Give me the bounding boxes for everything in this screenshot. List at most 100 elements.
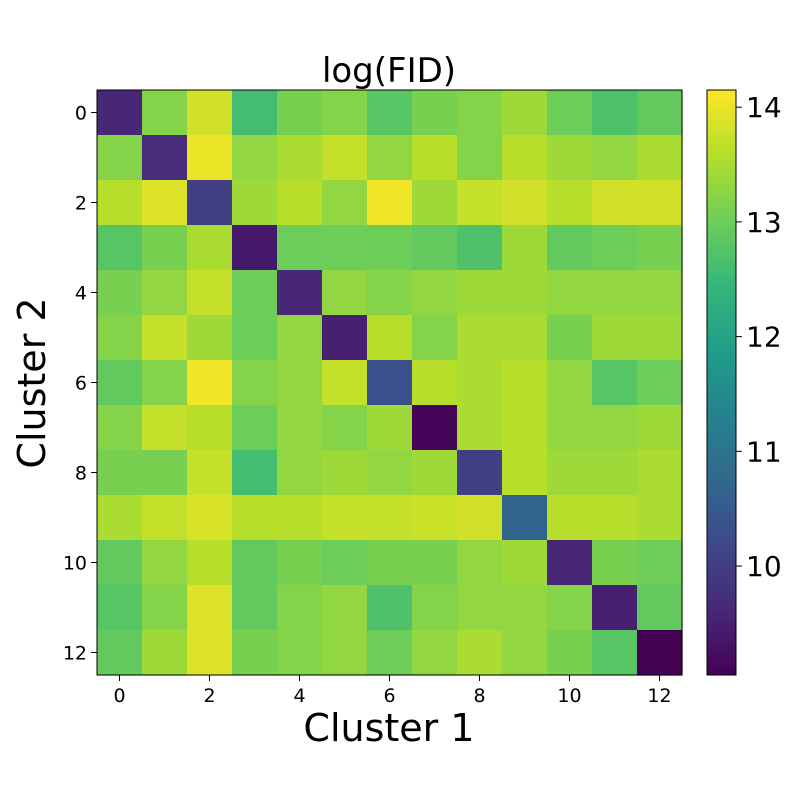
heatmap-cell [142, 270, 188, 316]
heatmap-cell [367, 540, 413, 586]
heatmap-cell [547, 585, 593, 631]
heatmap-cell [277, 450, 323, 496]
heatmap-cell [277, 405, 323, 451]
heatmap-cell [637, 495, 683, 541]
heatmap-cell [142, 360, 188, 406]
heatmap-cell [457, 495, 503, 541]
heatmap-cell [367, 630, 413, 676]
colorbar-tick-label: 13 [746, 206, 782, 239]
heatmap-cell [232, 540, 278, 586]
heatmap-cell [502, 315, 548, 361]
heatmap-cell [97, 360, 143, 406]
x-tick-label: 0 [113, 685, 125, 707]
heatmap-cell [457, 225, 503, 271]
heatmap-cell [502, 585, 548, 631]
heatmap-cell [502, 630, 548, 676]
heatmap-cell [322, 90, 368, 136]
colorbar-tick-label: 11 [746, 435, 782, 468]
heatmap-cell [97, 405, 143, 451]
y-tick-label: 8 [75, 463, 87, 485]
heatmap-cell [502, 360, 548, 406]
heatmap-cell [142, 405, 188, 451]
heatmap-cell [412, 180, 458, 226]
heatmap-cell [97, 135, 143, 181]
heatmap-cell [232, 270, 278, 316]
heatmap-cell [637, 630, 683, 676]
y-axis-label: Cluster 2 [10, 297, 54, 468]
heatmap-cell [547, 225, 593, 271]
heatmap-cell [367, 315, 413, 361]
heatmap-cell [547, 630, 593, 676]
heatmap-cell [457, 270, 503, 316]
heatmap-cell [547, 180, 593, 226]
heatmap-cell [547, 450, 593, 496]
heatmap-cell [97, 495, 143, 541]
heatmap-cell [277, 225, 323, 271]
heatmap-cell [97, 585, 143, 631]
heatmap-cell [637, 135, 683, 181]
heatmap-cell [637, 270, 683, 316]
heatmap-cell [142, 315, 188, 361]
heatmap-cell [457, 180, 503, 226]
heatmap-cell [277, 495, 323, 541]
heatmap-cell [232, 450, 278, 496]
heatmap-cell [412, 90, 458, 136]
heatmap-cell [502, 450, 548, 496]
heatmap-cell [502, 270, 548, 316]
heatmap-cell [97, 180, 143, 226]
heatmap-cell [277, 360, 323, 406]
colorbar [706, 89, 737, 676]
heatmap-cell [637, 180, 683, 226]
heatmap-cell [637, 450, 683, 496]
heatmap-cell [592, 270, 638, 316]
heatmap-cell [187, 360, 233, 406]
y-tick-label: 12 [63, 643, 87, 665]
heatmap-cell [232, 225, 278, 271]
heatmap-cell [322, 180, 368, 226]
heatmap-cell [97, 315, 143, 361]
heatmap-cell [637, 585, 683, 631]
heatmap-cell [412, 450, 458, 496]
heatmap-cell [232, 135, 278, 181]
heatmap-cell [277, 315, 323, 361]
heatmap-cell [457, 630, 503, 676]
heatmap-cell [97, 630, 143, 676]
heatmap-cell [187, 90, 233, 136]
heatmap-cell [457, 90, 503, 136]
heatmap-cell [637, 360, 683, 406]
heatmap-cell [412, 225, 458, 271]
y-tick-label: 2 [75, 193, 87, 215]
heatmap-cell [637, 540, 683, 586]
heatmap-cell [232, 315, 278, 361]
x-tick-label: 4 [293, 685, 305, 707]
heatmap-cell [547, 405, 593, 451]
heatmap-cell [277, 270, 323, 316]
y-tick-label: 6 [75, 373, 87, 395]
heatmap-cell [187, 540, 233, 586]
heatmap-cell [322, 225, 368, 271]
heatmap-cell [322, 270, 368, 316]
heatmap-cell [232, 360, 278, 406]
x-axis-label: Cluster 1 [303, 706, 474, 750]
heatmap-cell [502, 135, 548, 181]
heatmap-cell [277, 540, 323, 586]
heatmap-cell [142, 135, 188, 181]
heatmap-cell [367, 225, 413, 271]
heatmap-cell [367, 495, 413, 541]
heatmap-cell [97, 540, 143, 586]
heatmap-cell [637, 90, 683, 136]
heatmap-cell [412, 540, 458, 586]
heatmap-cell [187, 630, 233, 676]
heatmap-cell [187, 135, 233, 181]
heatmap-cell [412, 405, 458, 451]
heatmap-cell [592, 225, 638, 271]
x-tick-label: 2 [203, 685, 215, 707]
heatmap-cell [547, 270, 593, 316]
heatmap-cell [277, 585, 323, 631]
heatmap-cell [547, 540, 593, 586]
heatmap-cell [322, 315, 368, 361]
heatmap-cell [592, 90, 638, 136]
heatmap-cell [412, 315, 458, 361]
heatmap-cell [322, 585, 368, 631]
heatmap-cell [412, 135, 458, 181]
